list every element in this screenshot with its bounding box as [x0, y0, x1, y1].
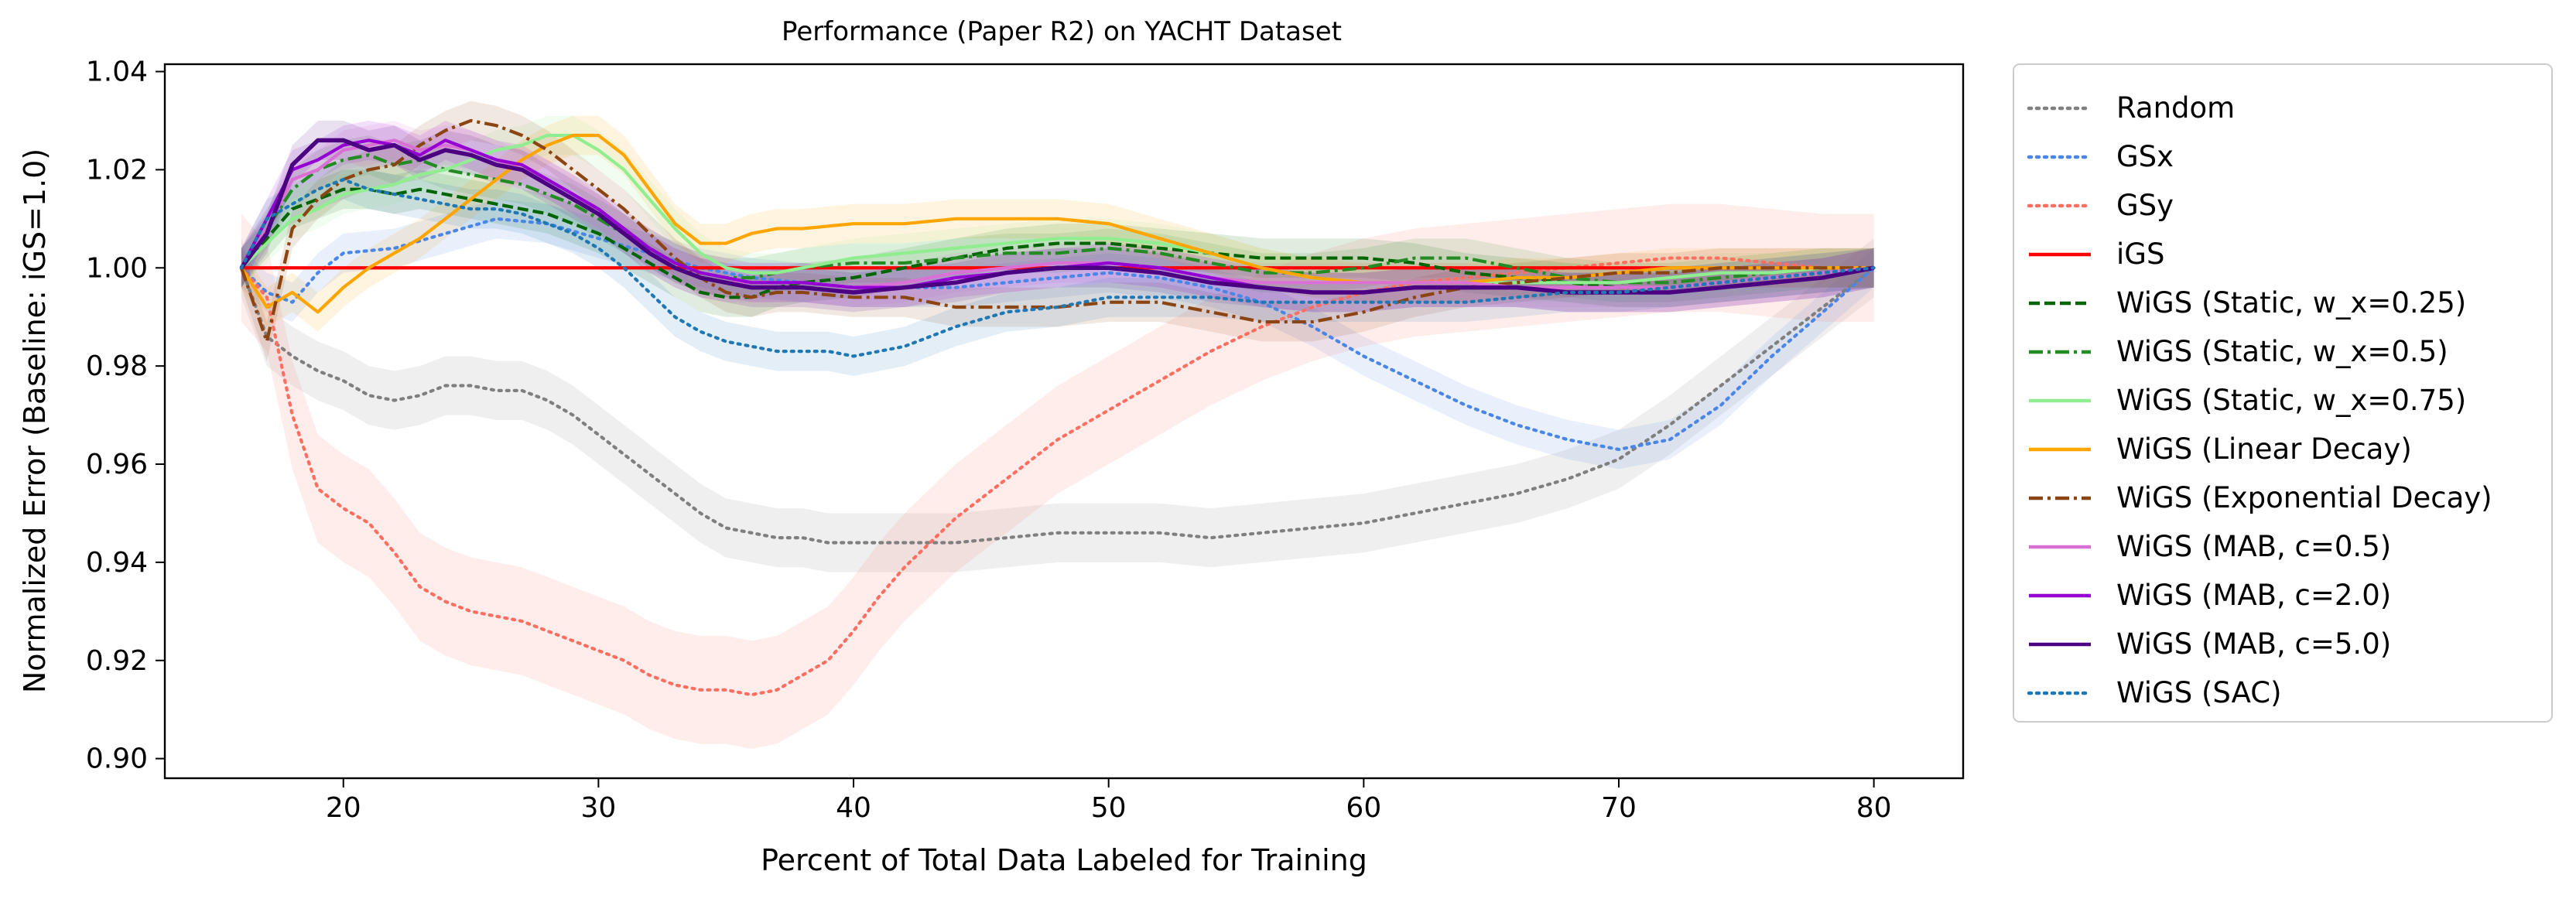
legend-label-wigs-static-w-x-0-5: WiGS (Static, w_x=0.5): [2116, 335, 2448, 368]
series-line-wigs-linear-decay: [240, 133, 1874, 314]
band-gsy: [241, 203, 1874, 749]
series-line-wigs-mab-c-5-0: [239, 138, 1875, 295]
band-wigs-exponential-decay: [241, 101, 1874, 361]
plot-frame: [163, 63, 1965, 780]
legend-label-wigs-linear-decay: WiGS (Linear Decay): [2116, 432, 2412, 466]
series-line-wigs-exponential-decay: [239, 118, 1874, 343]
y-tick-label: 0.92: [86, 645, 148, 677]
x-tick-label: 30: [580, 792, 616, 824]
legend-label-wigs-static-w-x-0-25: WiGS (Static, w_x=0.25): [2116, 286, 2466, 319]
y-tick-label: 1.00: [86, 252, 148, 284]
y-tick-label: 1.04: [86, 56, 148, 88]
legend-label-wigs-mab-c-0-5: WiGS (MAB, c=0.5): [2116, 530, 2391, 563]
x-tick-label: 40: [836, 792, 871, 824]
y-tick-label: 0.96: [86, 449, 148, 480]
x-tick-label: 50: [1091, 792, 1127, 824]
legend-box: [2013, 63, 2553, 723]
x-axis: 20 30 40 50 60 70 80: [326, 778, 1892, 824]
series-line-wigs-static-w-x-0-5: [240, 153, 1874, 285]
series-line-random: [239, 266, 1876, 545]
band-random: [241, 238, 1874, 572]
series-lines: [239, 118, 1876, 697]
band-wigs-linear-decay: [241, 115, 1874, 332]
legend-label-wigs-exponential-decay: WiGS (Exponential Decay): [2116, 481, 2492, 514]
legend-label-wigs-mab-c-2-0: WiGS (MAB, c=2.0): [2116, 579, 2391, 612]
legend: Random GSx GSy iGS WiGS (Static, w_x=0.25) Wi…: [2013, 63, 2553, 723]
y-axis-label: Normalized Error (Baseline: iGS=1.0): [18, 149, 52, 693]
legend-label-wigs-static-w-x-0-75: WiGS (Static, w_x=0.75): [2116, 384, 2466, 417]
y-tick-label: 0.94: [86, 547, 148, 579]
y-tick-label: 0.90: [86, 743, 148, 775]
x-tick-label: 60: [1346, 792, 1381, 824]
y-axis: 0.90 0.92 0.94 0.96 0.98 1.00 1.02 1.04: [86, 56, 165, 775]
band-wigs-static-w-x-0-5: [241, 135, 1874, 302]
chart-title: Performance (Paper R2) on YACHT Dataset: [782, 16, 1342, 47]
x-axis-label: Percent of Total Data Labeled for Traini…: [761, 843, 1367, 877]
legend-label-wigs-sac: WiGS (SAC): [2116, 676, 2282, 709]
legend-label-random: Random: [2116, 91, 2235, 125]
legend-label-gsx: GSx: [2116, 140, 2174, 173]
x-tick-label: 70: [1601, 792, 1637, 824]
series-line-wigs-static-w-x-0-25: [240, 187, 1874, 299]
x-tick-label: 80: [1856, 792, 1892, 824]
y-tick-label: 0.98: [86, 350, 148, 382]
series-line-wigs-sac: [239, 177, 1876, 358]
band-wigs-mab-c-0-5: [241, 120, 1874, 308]
x-tick-label: 20: [326, 792, 361, 824]
legend-label-gsy: GSy: [2116, 189, 2174, 222]
legend-label-igs: iGS: [2116, 237, 2164, 271]
y-tick-label: 1.02: [86, 154, 148, 186]
legend-label-wigs-mab-c-5-0: WiGS (MAB, c=5.0): [2116, 627, 2391, 661]
